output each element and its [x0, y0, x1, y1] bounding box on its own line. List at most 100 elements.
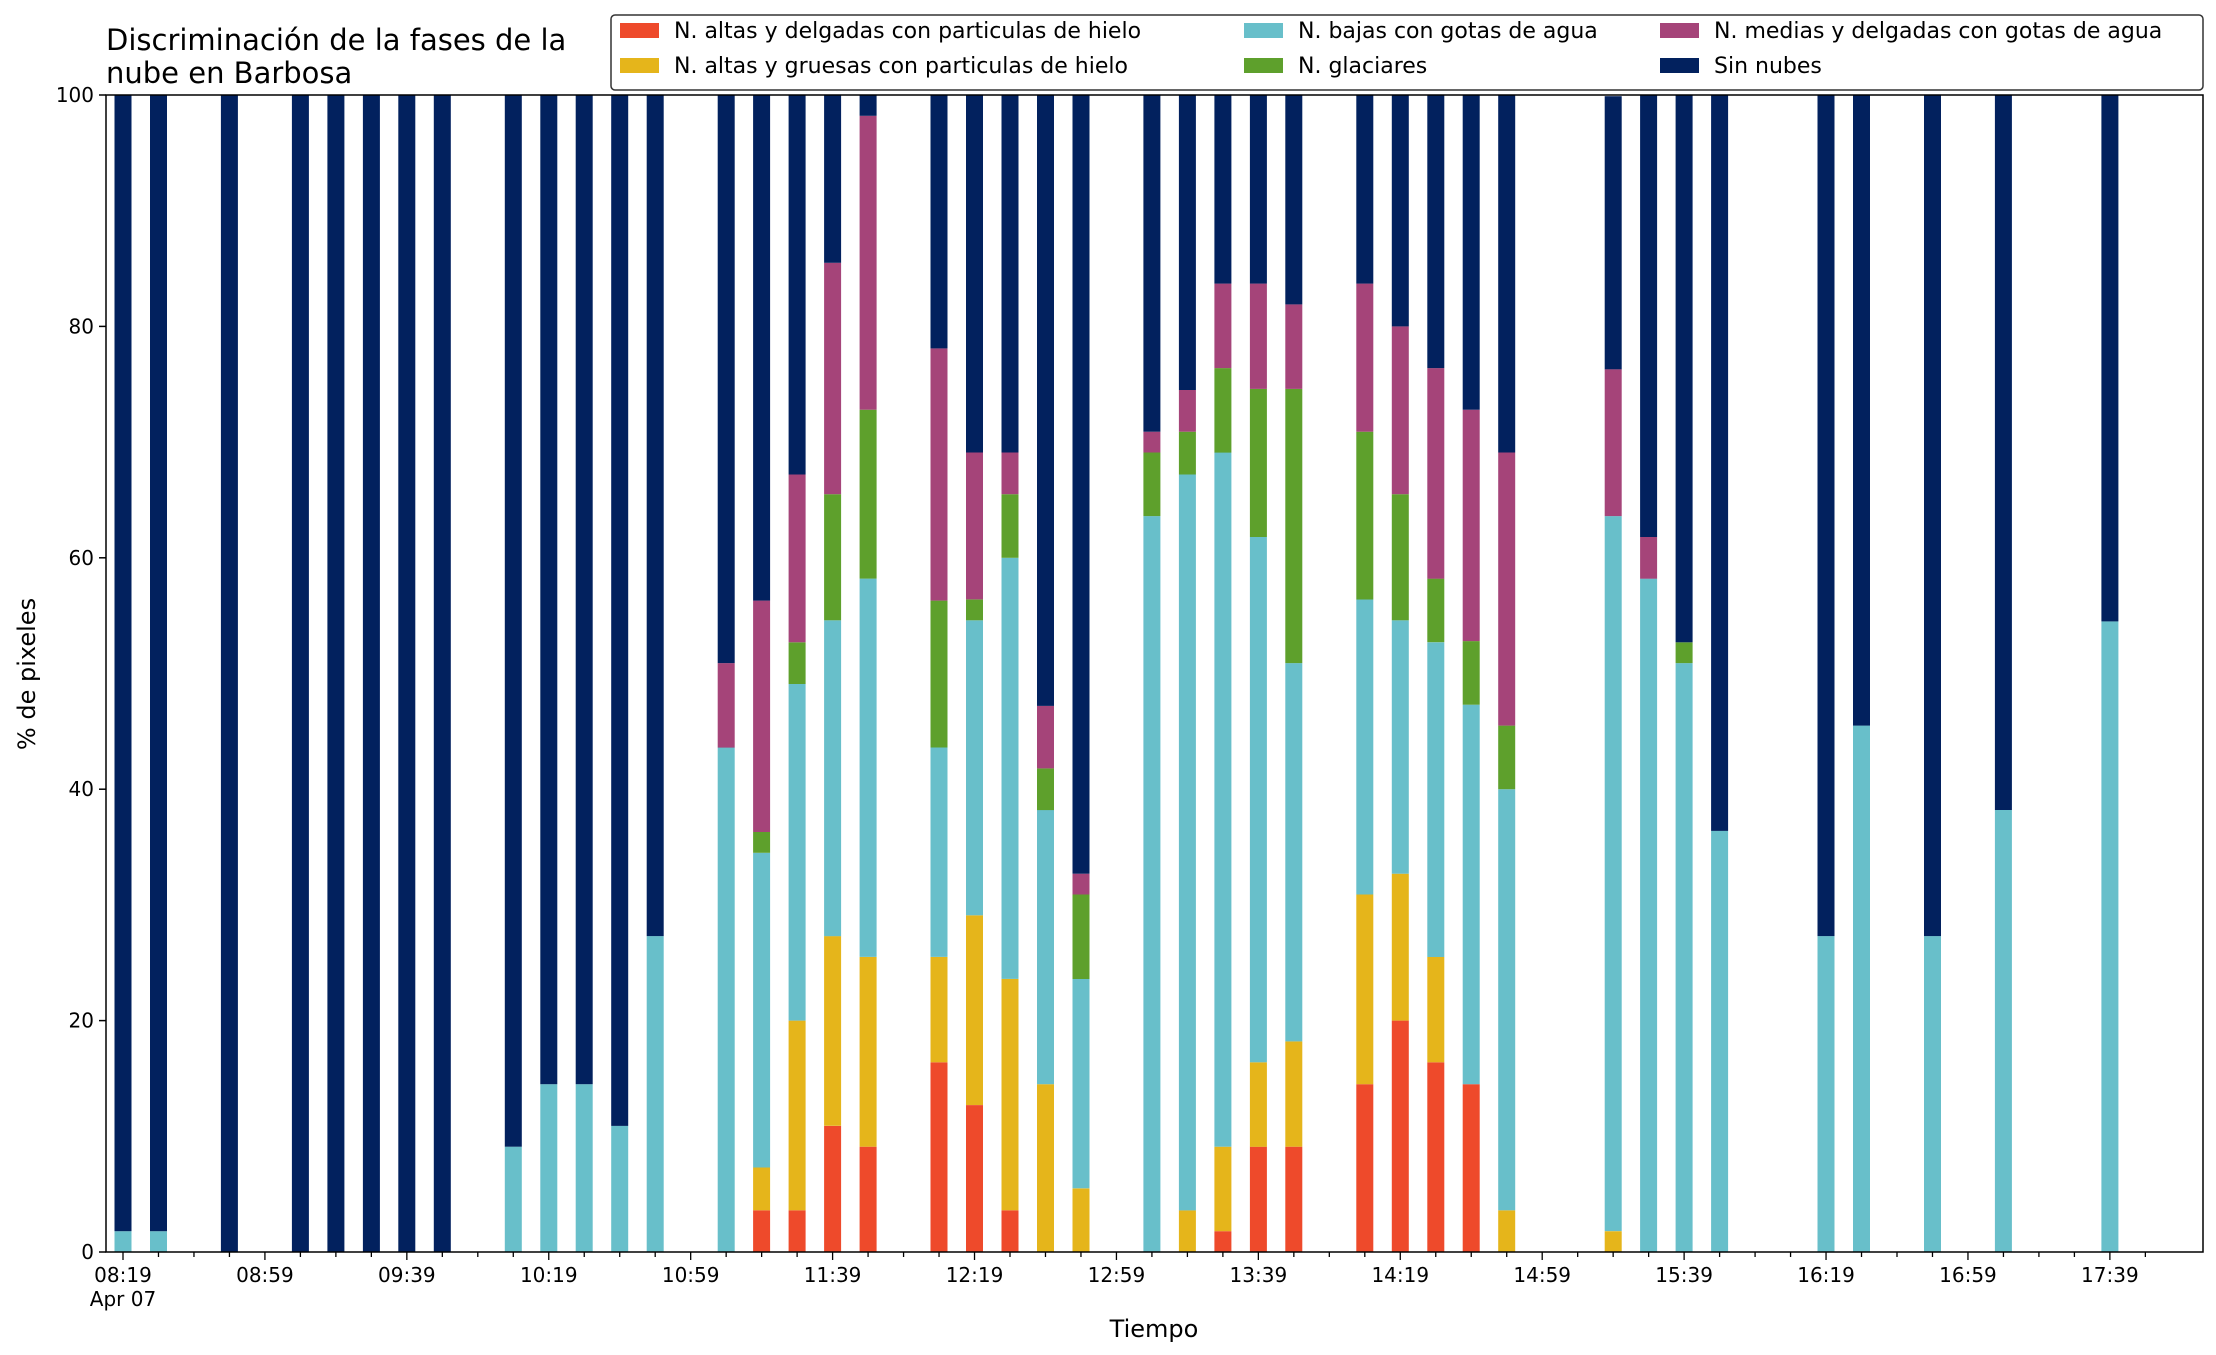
x-tick-date-label: Apr 07 [90, 1287, 156, 1311]
bar-segment-1339-s0 [1249, 1146, 1267, 1252]
bar-segment-1249-s1 [1072, 1188, 1090, 1252]
legend-label: N. glaciares [1298, 54, 1427, 79]
bar-segment-1049-s5 [646, 95, 664, 937]
bar-segment-1139-s5 [824, 95, 842, 263]
bar-segment-1339-s1 [1249, 1062, 1267, 1147]
x-tick-label: 14:59 [1513, 1263, 1571, 1287]
bar-segment-1429-s3 [1427, 578, 1445, 643]
bar-segment-1009-s5 [504, 95, 522, 1147]
bar-segment-1449-s2 [1498, 789, 1516, 1211]
bar-segment-1229-s2 [1001, 557, 1019, 979]
y-tick-label: 80 [69, 314, 94, 338]
bar-segment-1349-s5 [1285, 95, 1303, 305]
bar-segment-1419-s5 [1391, 95, 1409, 327]
bar-segment-1249-s4 [1072, 873, 1090, 895]
bar-segment-1339-s2 [1249, 537, 1267, 1063]
bar-segment-1139-s2 [824, 620, 842, 937]
bar-segment-1529-s4 [1640, 537, 1658, 579]
x-tick-label: 10:19 [520, 1263, 578, 1287]
bar-segment-1409-s3 [1356, 431, 1374, 600]
bar-segment-1049-s2 [646, 936, 664, 1252]
bar-segment-1239-s4 [1037, 705, 1054, 769]
bar-segment-1239-s1 [1037, 1084, 1054, 1252]
bar-segment-1409-s1 [1356, 894, 1374, 1085]
bar-segment-1539-s2 [1675, 663, 1693, 1252]
bar-segment-1409-s2 [1356, 599, 1374, 895]
bar-segment-1439-s2 [1462, 704, 1480, 1085]
bar-segment-1129-s3 [788, 642, 806, 684]
bar-segment-0849-s5 [220, 95, 238, 1252]
bar-segment-1409-s0 [1356, 1084, 1374, 1252]
bar-segment-1429-s0 [1427, 1062, 1445, 1252]
bar-segment-1739-s5 [2101, 95, 2119, 622]
bar-segment-1349-s3 [1285, 388, 1303, 664]
bar-segment-1119-s5 [753, 95, 771, 601]
bar-segment-1219-s1 [966, 915, 983, 1105]
bar-segment-1109-s4 [717, 663, 735, 748]
legend: N. altas y delgadas con particulas de hi… [610, 14, 2204, 91]
bar-segment-1429-s4 [1427, 368, 1445, 579]
legend-label: N. medias y delgadas con gotas de agua [1714, 19, 2162, 44]
bar-segment-1009-s2 [504, 1146, 522, 1252]
bar-segment-1219-s4 [966, 452, 983, 600]
bar-segment-0939-s5 [398, 95, 416, 1252]
bar-segment-1209-s0 [930, 1062, 948, 1252]
bar-segment-1419-s0 [1391, 1020, 1409, 1252]
bar-segment-1149-s2 [859, 578, 877, 957]
bar-segment-1029-s5 [575, 95, 593, 1085]
bar-segment-1429-s1 [1427, 957, 1445, 1063]
bar-segment-1129-s1 [788, 1020, 806, 1211]
bar-segment-1229-s1 [1001, 978, 1019, 1211]
legend-label: Sin nubes [1714, 54, 1822, 79]
y-tick-label: 0 [81, 1240, 94, 1264]
bar-segment-1529-s5 [1640, 95, 1658, 537]
x-tick-label: 17:39 [2081, 1263, 2139, 1287]
bar-segment-1319-s3 [1178, 431, 1196, 475]
bar-segment-1119-s1 [753, 1167, 771, 1211]
bar-segment-1339-s4 [1249, 283, 1267, 389]
bar-segment-1339-s5 [1249, 95, 1267, 284]
bar-segment-1329-s4 [1214, 283, 1232, 369]
x-tick-label: 16:19 [1797, 1263, 1855, 1287]
bar-segment-1349-s4 [1285, 304, 1303, 389]
bar-segment-1109-s2 [717, 747, 735, 1252]
bar-segment-1319-s1 [1178, 1210, 1196, 1252]
legend-swatch [1244, 23, 1283, 38]
bar-segment-1209-s2 [930, 747, 948, 957]
legend-label: N. altas y gruesas con particulas de hie… [674, 54, 1128, 79]
bar-segment-1319-s5 [1178, 95, 1196, 390]
x-tick-label: 16:59 [1939, 1263, 1997, 1287]
bar-segment-1149-s3 [859, 409, 877, 579]
bar-segment-1229-s3 [1001, 494, 1019, 558]
legend-label: N. bajas con gotas de agua [1298, 19, 1598, 44]
bar-segment-1439-s3 [1462, 641, 1480, 705]
y-tick-label: 60 [69, 546, 94, 570]
bar-segment-1329-s1 [1214, 1146, 1232, 1232]
x-tick-label: 13:39 [1230, 1263, 1288, 1287]
bar-segment-1449-s5 [1498, 95, 1516, 453]
bar-segment-1309-s2 [1143, 516, 1161, 1252]
bar-segment-1139-s4 [824, 262, 842, 495]
bar-segment-1039-s5 [611, 95, 629, 1126]
bar-segment-1119-s2 [753, 852, 771, 1168]
bar-segment-1239-s2 [1037, 810, 1054, 1085]
bar-segment-1419-s3 [1391, 494, 1409, 621]
bars-layer [114, 95, 2119, 1252]
bar-segment-1309-s3 [1143, 452, 1161, 517]
bar-segment-1709-s2 [1994, 810, 2012, 1252]
bar-segment-0909-s5 [291, 95, 309, 1252]
bar-segment-1219-s3 [966, 599, 983, 621]
plot-frame [105, 94, 2204, 1253]
bar-segment-0819-s5 [114, 95, 132, 1232]
bar-segment-1309-s4 [1143, 431, 1161, 453]
y-tick-label: 40 [69, 777, 94, 801]
bar-segment-1419-s4 [1391, 326, 1409, 495]
bar-segment-0819-s2 [114, 1231, 132, 1252]
bar-segment-0829-s5 [150, 95, 167, 1232]
bar-segment-1449-s4 [1498, 452, 1516, 726]
bar-segment-1549-s2 [1711, 830, 1729, 1252]
bar-segment-1139-s3 [824, 494, 842, 621]
bar-segment-1329-s5 [1214, 95, 1232, 284]
